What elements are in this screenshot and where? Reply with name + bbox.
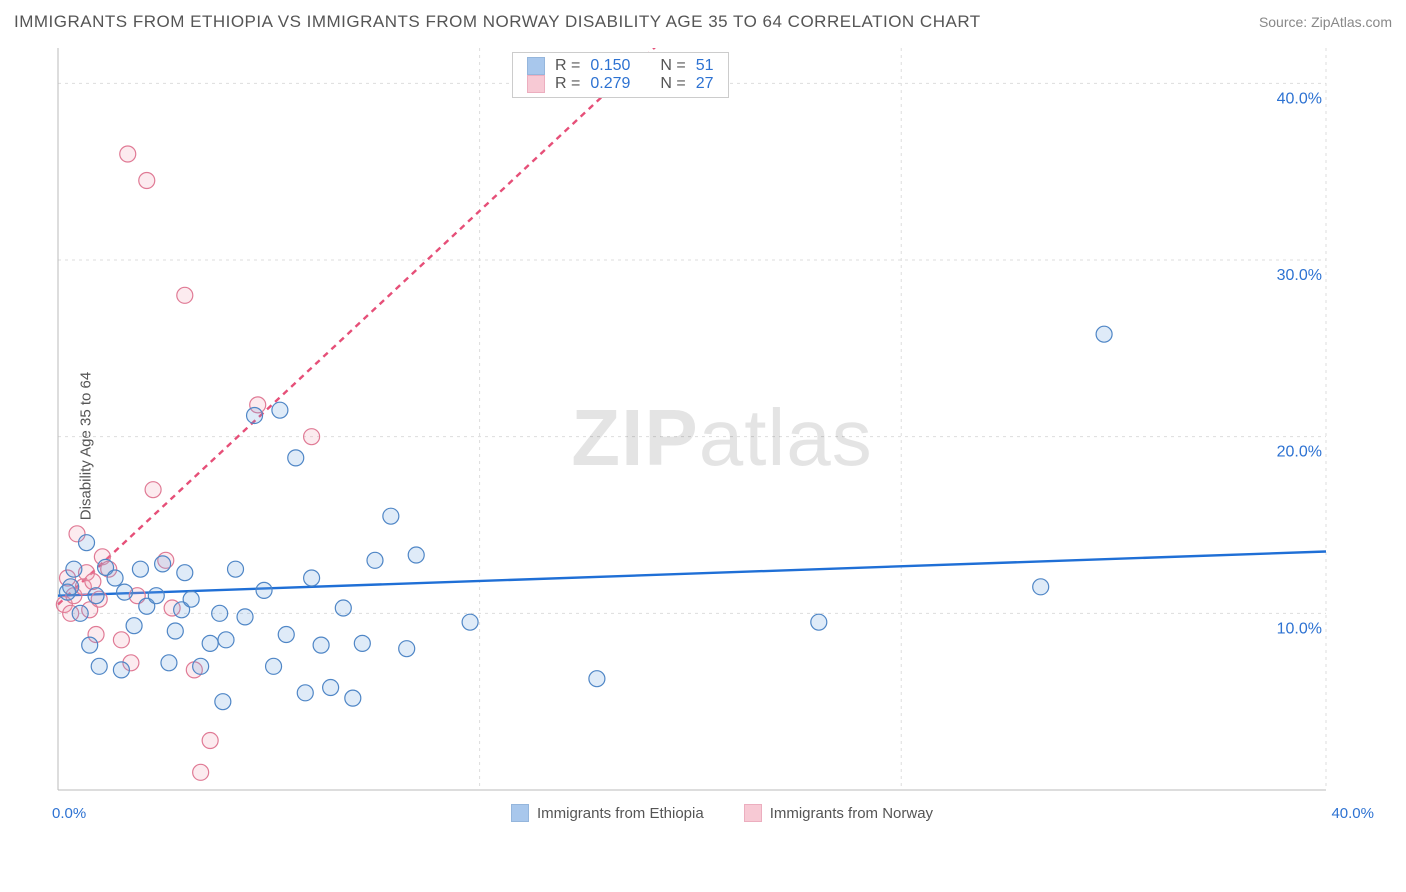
stats-swatch <box>527 57 545 75</box>
stats-r-label: R = <box>555 75 580 93</box>
bottom-legend: Immigrants from Ethiopia Immigrants from … <box>52 804 1392 822</box>
legend-label: Immigrants from Norway <box>770 805 933 822</box>
stats-n-label: N = <box>660 75 685 93</box>
chart-title: IMMIGRANTS FROM ETHIOPIA VS IMMIGRANTS F… <box>14 12 981 32</box>
stats-r-value: 0.150 <box>590 57 630 75</box>
scatter-plot-svg: 10.0% 20.0% 30.0% 40.0% <box>52 48 1392 828</box>
svg-text:30.0%: 30.0% <box>1277 267 1322 284</box>
chart-area: 10.0%20.0%30.0%40.0% ZIPatlas R =0.150N … <box>52 48 1392 828</box>
stats-n-label: N = <box>660 57 685 75</box>
svg-text:20.0%: 20.0% <box>1277 444 1322 461</box>
stats-swatch <box>527 75 545 93</box>
source-credit: Source: ZipAtlas.com <box>1259 14 1392 30</box>
legend-label: Immigrants from Ethiopia <box>537 805 704 822</box>
stats-legend-box: R = 0.150 N = 51 R = 0.279 N = 27 <box>512 52 729 98</box>
source-prefix: Source: <box>1259 14 1311 30</box>
legend-item-norway: Immigrants from Norway <box>744 804 933 822</box>
stats-r-value: 0.279 <box>590 75 630 93</box>
stats-r-label: R = <box>555 57 580 75</box>
svg-text:40.0%: 40.0% <box>1277 90 1322 107</box>
svg-text:10.0%: 10.0% <box>1277 620 1322 637</box>
stats-n-value: 27 <box>696 75 714 93</box>
stats-row-norway: R = 0.279 N = 27 <box>527 75 714 93</box>
legend-item-ethiopia: Immigrants from Ethiopia <box>511 804 704 822</box>
legend-swatch <box>744 804 762 822</box>
source-name: ZipAtlas.com <box>1311 14 1392 30</box>
legend-swatch <box>511 804 529 822</box>
stats-row-ethiopia: R = 0.150 N = 51 <box>527 57 714 75</box>
stats-n-value: 51 <box>696 57 714 75</box>
